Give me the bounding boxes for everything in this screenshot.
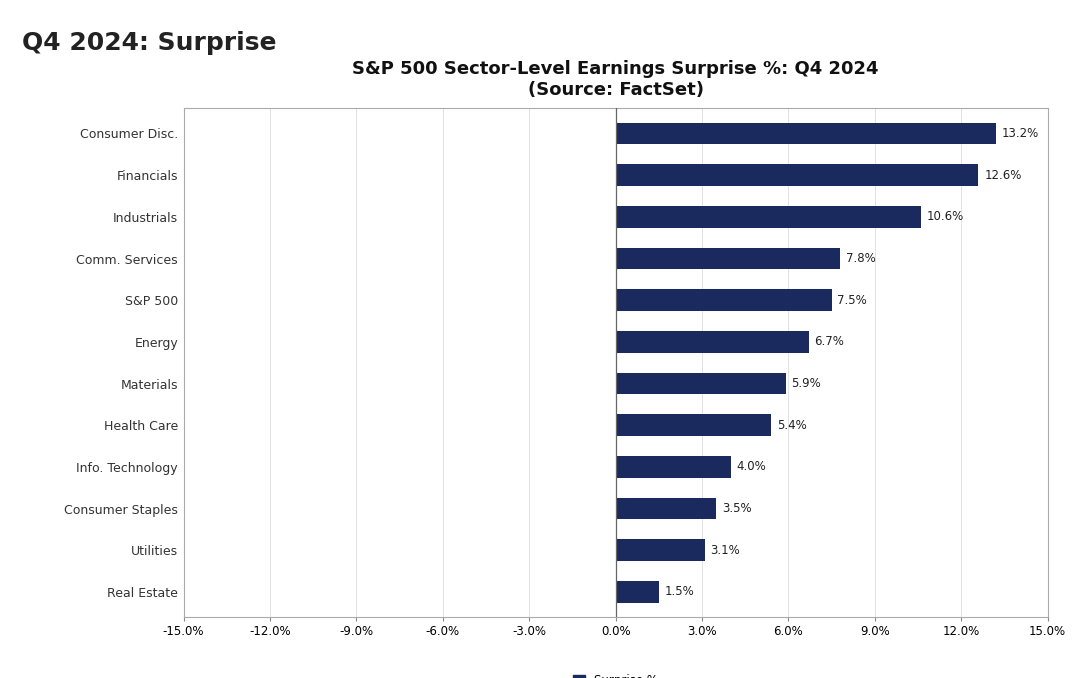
Text: 1.5%: 1.5%: [664, 586, 694, 599]
Bar: [616, 247, 840, 269]
Bar: [616, 290, 832, 311]
Text: Q4 2024: Surprise: Q4 2024: Surprise: [22, 31, 276, 54]
Legend: Surprise %: Surprise %: [573, 674, 658, 678]
Text: 12.6%: 12.6%: [984, 169, 1022, 182]
Text: 7.5%: 7.5%: [837, 294, 867, 306]
Bar: [616, 581, 659, 603]
Title: S&P 500 Sector-Level Earnings Surprise %: Q4 2024
(Source: FactSet): S&P 500 Sector-Level Earnings Surprise %…: [352, 60, 879, 98]
Text: 7.8%: 7.8%: [846, 252, 876, 265]
Bar: [616, 414, 771, 436]
Bar: [616, 456, 731, 478]
Text: 6.7%: 6.7%: [814, 336, 845, 348]
Bar: [616, 123, 996, 144]
Text: 3.1%: 3.1%: [711, 544, 741, 557]
Text: 3.5%: 3.5%: [723, 502, 752, 515]
Text: 13.2%: 13.2%: [1001, 127, 1039, 140]
Bar: [616, 373, 785, 395]
Bar: [616, 498, 716, 519]
Bar: [616, 331, 809, 353]
Text: 10.6%: 10.6%: [927, 210, 963, 223]
Bar: [616, 540, 705, 561]
Text: 4.0%: 4.0%: [737, 460, 767, 473]
Bar: [616, 206, 921, 228]
Text: 5.4%: 5.4%: [777, 419, 807, 432]
Text: 5.9%: 5.9%: [792, 377, 821, 390]
Bar: [616, 164, 978, 186]
